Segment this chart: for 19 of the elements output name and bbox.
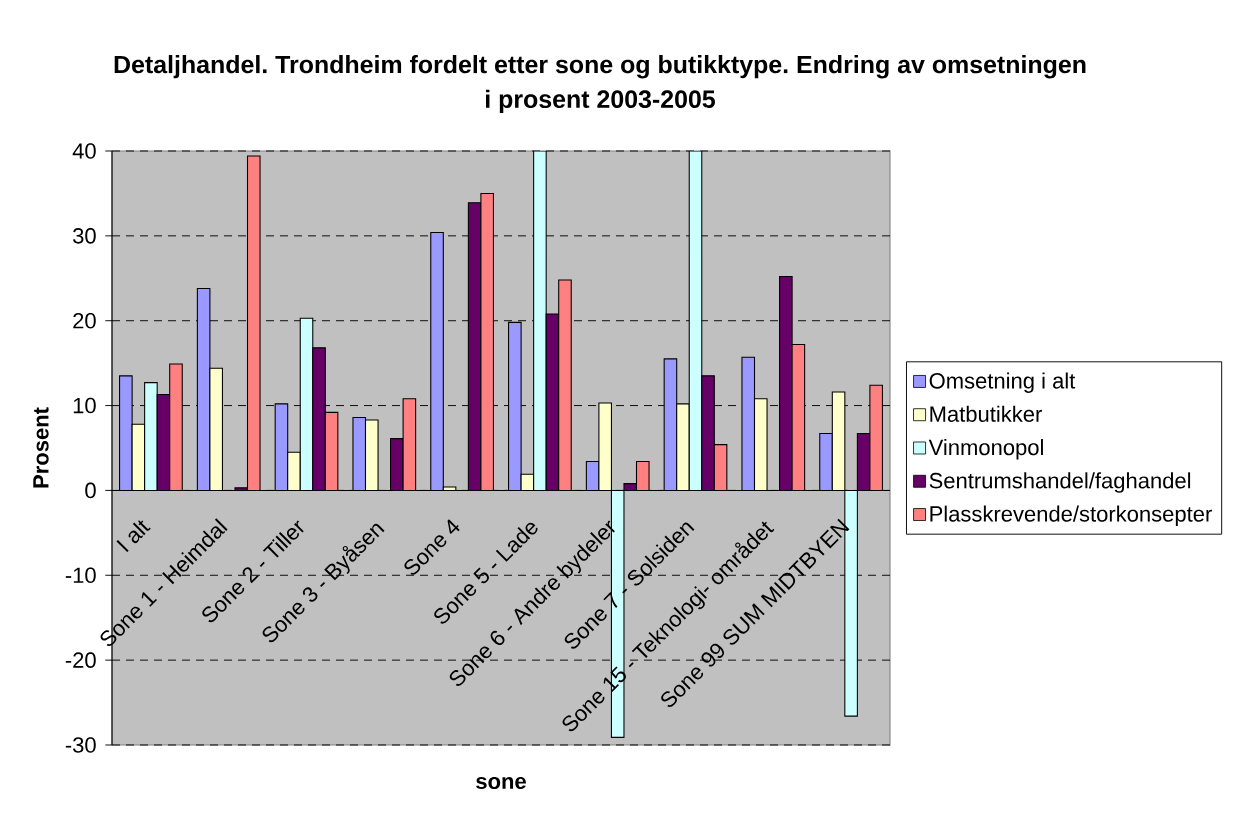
y-axis-title: Prosent [33,407,49,488]
bar [144,382,158,491]
legend-label: Matbutikker [930,405,1042,422]
legend-label: Omsetning i alt [929,372,1076,393]
chart-title: Detaljhandel. Trondheim fordelt etter sone og butikktype. Endring av omsetningen i prosent 2003-2005 [114,55,1086,113]
x-tick-label: I alt [116,520,151,553]
y-tick-label: 40 [72,143,96,159]
y-tick-label: 30 [73,228,96,244]
y-tick-label: -20 [65,652,96,668]
bar [533,151,547,491]
legend-label: Vinmonopol [928,439,1043,460]
y-tick-label: 0 [85,482,96,499]
y-tick-label: 10 [73,397,96,414]
y-tick-label: -30 [65,737,96,753]
x-axis-title: sone [476,776,526,790]
y-tick-label: -10 [65,567,96,584]
legend-label: Sentrumshandel/faghandel [929,472,1191,493]
legend-label: Plasskrevende/storkonsepter [930,505,1212,527]
y-tick-label: 20 [73,312,96,329]
